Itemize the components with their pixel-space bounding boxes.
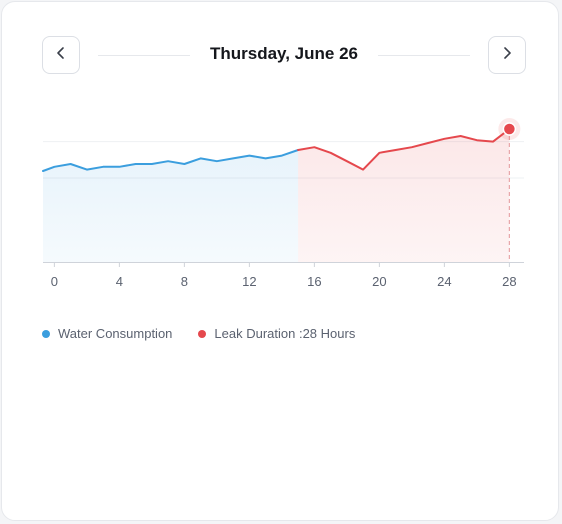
x-tick-label: 4 — [116, 274, 123, 289]
header-divider-left — [98, 55, 190, 56]
series-line-water — [42, 149, 300, 172]
x-tick-label: 28 — [502, 274, 516, 289]
water-legend-label: Water Consumption — [58, 326, 173, 341]
water-legend-dot — [42, 329, 50, 338]
date-title: Thursday, June 26 — [209, 44, 358, 63]
x-tick-label: 12 — [242, 274, 256, 289]
x-tick-label: 24 — [437, 274, 451, 289]
leak-legend-dot — [198, 329, 207, 338]
chart-legend: Water Consumption Leak Duration :28 Hour… — [42, 326, 381, 341]
series-line-leak — [297, 128, 511, 171]
chevron-left-icon — [54, 46, 68, 65]
leak-legend-label: Leak Duration :28 Hours — [214, 326, 356, 341]
header-divider-right — [378, 55, 470, 56]
leak-chart: 0 4 8 12 16 20 24 28 — [42, 118, 524, 289]
previous-day-button[interactable] — [42, 36, 80, 74]
x-tick-label: 16 — [307, 274, 321, 289]
series-area-leak — [298, 129, 510, 262]
x-tick-label: 0 — [51, 274, 58, 289]
series-area-water — [43, 150, 299, 262]
highlight-marker — [502, 122, 517, 136]
x-tick-label: 20 — [372, 274, 386, 289]
next-day-button[interactable] — [488, 36, 526, 74]
x-tick-label: 8 — [181, 274, 188, 289]
legend-item-water: Water Consumption — [42, 326, 172, 341]
chevron-right-icon — [500, 46, 514, 65]
legend-item-leak: Leak Duration :28 Hours — [198, 326, 355, 341]
